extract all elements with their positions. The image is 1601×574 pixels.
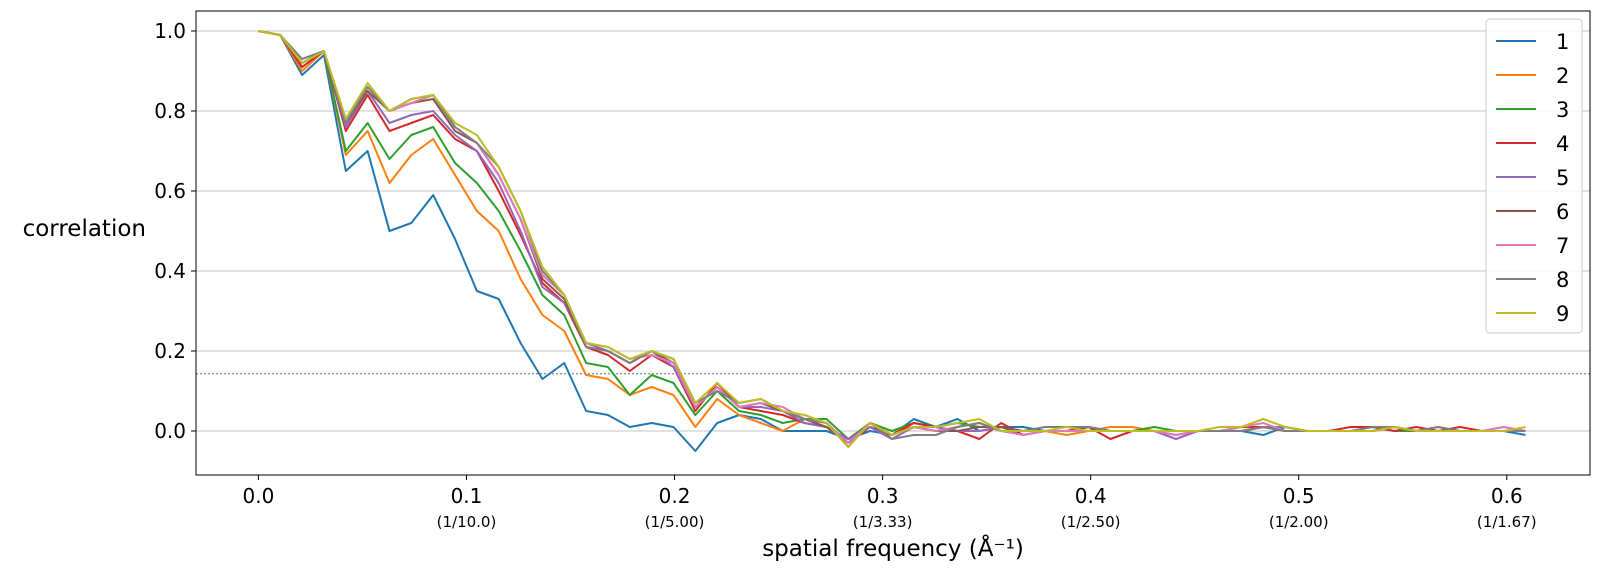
series-line-9 xyxy=(258,30,1526,448)
x-tick-resolution-label: (1/5.00) xyxy=(645,513,705,531)
legend-label-6: 6 xyxy=(1556,200,1569,224)
x-tick-label: 0.3 xyxy=(867,484,899,508)
y-tick-label: 1.0 xyxy=(154,19,186,43)
series-lines xyxy=(258,30,1526,452)
x-tick-label: 0.4 xyxy=(1075,484,1107,508)
legend-label-2: 2 xyxy=(1556,64,1569,88)
legend-label-8: 8 xyxy=(1556,268,1569,292)
plot-frame xyxy=(195,10,1591,476)
legend-label-4: 4 xyxy=(1556,132,1569,156)
legend-label-9: 9 xyxy=(1556,302,1569,326)
y-tick-label: 0.4 xyxy=(154,259,186,283)
legend-label-5: 5 xyxy=(1556,166,1569,190)
y-tick-label: 0.0 xyxy=(154,419,186,443)
legend-label-3: 3 xyxy=(1556,98,1569,122)
x-tick-label: 0.6 xyxy=(1491,484,1523,508)
y-tick-label: 0.8 xyxy=(154,99,186,123)
x-tick-label: 0.0 xyxy=(243,484,275,508)
y-axis-title: correlation xyxy=(23,216,146,242)
x-axis-title: spatial frequency (Å⁻¹) xyxy=(762,534,1024,562)
x-axis-ticks: 0.0 0.1 (1/10.0) 0.2 (1/5.00) 0.3 (1/3.33) 0.4 (… xyxy=(243,475,1537,531)
x-tick-resolution-label: (1/1.67) xyxy=(1477,513,1537,531)
x-tick-label: 0.5 xyxy=(1283,484,1315,508)
legend-label-1: 1 xyxy=(1556,30,1569,54)
x-tick-resolution-label: (1/3.33) xyxy=(853,513,913,531)
x-axis-title-unit: (Å⁻¹) xyxy=(969,534,1024,562)
legend: 1 2 3 4 5 6 7 8 9 xyxy=(1485,18,1583,334)
x-tick-label: 0.2 xyxy=(659,484,691,508)
y-axis-ticks: 0.0 0.2 0.4 0.6 0.8 1.0 xyxy=(154,19,196,443)
x-tick-resolution-label: (1/2.50) xyxy=(1061,513,1121,531)
y-tick-label: 0.2 xyxy=(154,339,186,363)
x-tick-resolution-label: (1/10.0) xyxy=(437,513,497,531)
x-axis-title-text: spatial frequency xyxy=(762,536,961,562)
y-tick-label: 0.6 xyxy=(154,179,186,203)
x-tick-resolution-label: (1/2.00) xyxy=(1269,513,1329,531)
x-tick-label: 0.1 xyxy=(451,484,483,508)
legend-label-7: 7 xyxy=(1556,234,1569,258)
